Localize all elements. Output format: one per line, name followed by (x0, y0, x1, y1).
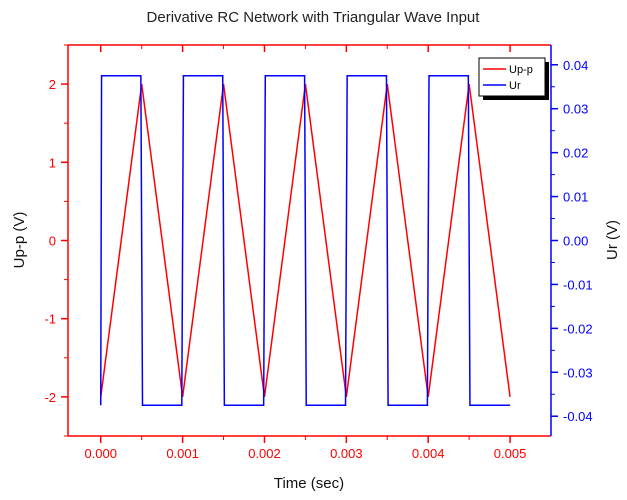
y-right-tick-label: -0.04 (563, 409, 593, 424)
legend-box (478, 57, 546, 97)
y-right-tick-label: 0.02 (563, 146, 588, 161)
right-y-axis-ticks: -0.04 -0.03 -0.02 -0.01 0.00 0.01 0.02 0.03 0.04 (551, 58, 593, 424)
y-right-tick-label: 0.01 (563, 190, 588, 205)
left-y-axis-ticks: -2 -1 0 1 2 (44, 44, 68, 437)
legend: Up-p Ur (478, 57, 549, 100)
x-tick-label: 0.002 (248, 446, 281, 461)
x-axis-label: Time (sec) (274, 475, 344, 492)
chart-title: Derivative RC Network with Triangular Wa… (147, 9, 481, 26)
y-right-tick-label: 0.03 (563, 102, 588, 117)
legend-label-up-p: Up-p (509, 64, 533, 76)
y-left-tick-label: 0 (49, 234, 56, 249)
y-right-tick-label: -0.02 (563, 321, 593, 336)
series-line-ur (100, 75, 511, 406)
y-left-tick-label: -2 (44, 390, 56, 405)
x-tick-label: 0.005 (494, 446, 527, 461)
series-layer (100, 75, 511, 406)
y-left-tick-label: 1 (49, 155, 56, 170)
x-tick-label: 0.003 (330, 446, 363, 461)
x-tick-label: 0.004 (412, 446, 445, 461)
x-axis-ticks: 0.000 0.001 0.002 0.003 0.004 0.005 (84, 45, 526, 461)
series-line-up-p (100, 84, 511, 397)
x-tick-label: 0.001 (166, 446, 199, 461)
y-right-tick-label: 0.00 (563, 234, 588, 249)
right-y-axis-label: Ur (V) (604, 220, 621, 260)
y-right-tick-label: 0.04 (563, 58, 588, 73)
y-left-tick-label: -1 (44, 312, 56, 327)
y-right-tick-label: -0.03 (563, 365, 593, 380)
x-tick-label: 0.000 (84, 446, 117, 461)
legend-label-ur: Ur (509, 80, 521, 92)
y-left-tick-label: 2 (49, 77, 56, 92)
left-y-axis-label: Up-p (V) (11, 212, 28, 269)
y-right-tick-label: -0.01 (563, 277, 593, 292)
